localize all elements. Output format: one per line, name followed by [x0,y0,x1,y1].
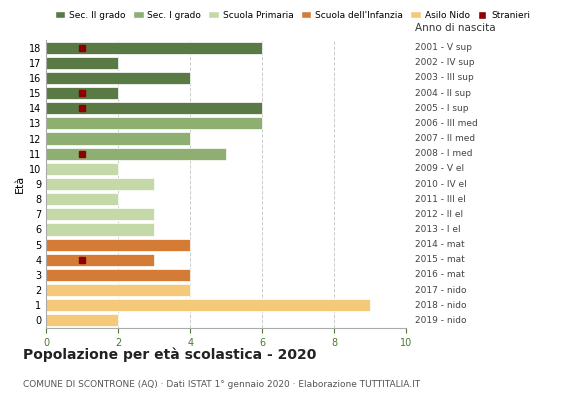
Bar [46,254,154,266]
Text: 2009 - V el: 2009 - V el [415,164,464,173]
Bar [46,87,118,99]
Text: 2012 - II el: 2012 - II el [415,210,463,219]
Bar [46,42,262,54]
Text: 2011 - III el: 2011 - III el [415,195,466,204]
Bar [46,238,190,251]
Text: 2010 - IV el: 2010 - IV el [415,180,466,188]
Text: 2002 - IV sup: 2002 - IV sup [415,58,474,67]
Text: 2014 - mat: 2014 - mat [415,240,465,249]
Text: Anno di nascita: Anno di nascita [415,23,495,33]
Bar [46,299,370,311]
Bar [46,117,262,130]
Text: 2016 - mat: 2016 - mat [415,270,465,280]
Bar [46,163,118,175]
Bar [46,224,154,236]
Bar [46,57,118,69]
Text: 2005 - I sup: 2005 - I sup [415,104,468,113]
Text: 2017 - nido: 2017 - nido [415,286,466,295]
Bar [46,284,190,296]
Y-axis label: Età: Età [15,175,25,193]
Bar [46,132,190,144]
Text: 2007 - II med: 2007 - II med [415,134,475,143]
Bar [46,148,226,160]
Text: 2013 - I el: 2013 - I el [415,225,461,234]
Text: 2006 - III med: 2006 - III med [415,119,477,128]
Bar [46,102,262,114]
Text: Popolazione per età scolastica - 2020: Popolazione per età scolastica - 2020 [23,348,317,362]
Text: 2004 - II sup: 2004 - II sup [415,88,471,98]
Bar [46,314,118,326]
Bar [46,193,118,205]
Bar [46,269,190,281]
Text: 2018 - nido: 2018 - nido [415,301,466,310]
Bar [46,178,154,190]
Bar [46,208,154,220]
Text: 2019 - nido: 2019 - nido [415,316,466,325]
Legend: Sec. II grado, Sec. I grado, Scuola Primaria, Scuola dell'Infanzia, Asilo Nido, : Sec. II grado, Sec. I grado, Scuola Prim… [51,7,534,23]
Text: 2003 - III sup: 2003 - III sup [415,73,473,82]
Text: 2015 - mat: 2015 - mat [415,255,465,264]
Text: COMUNE DI SCONTRONE (AQ) · Dati ISTAT 1° gennaio 2020 · Elaborazione TUTTITALIA.: COMUNE DI SCONTRONE (AQ) · Dati ISTAT 1°… [23,380,420,389]
Text: 2008 - I med: 2008 - I med [415,149,472,158]
Bar [46,72,190,84]
Text: 2001 - V sup: 2001 - V sup [415,43,472,52]
